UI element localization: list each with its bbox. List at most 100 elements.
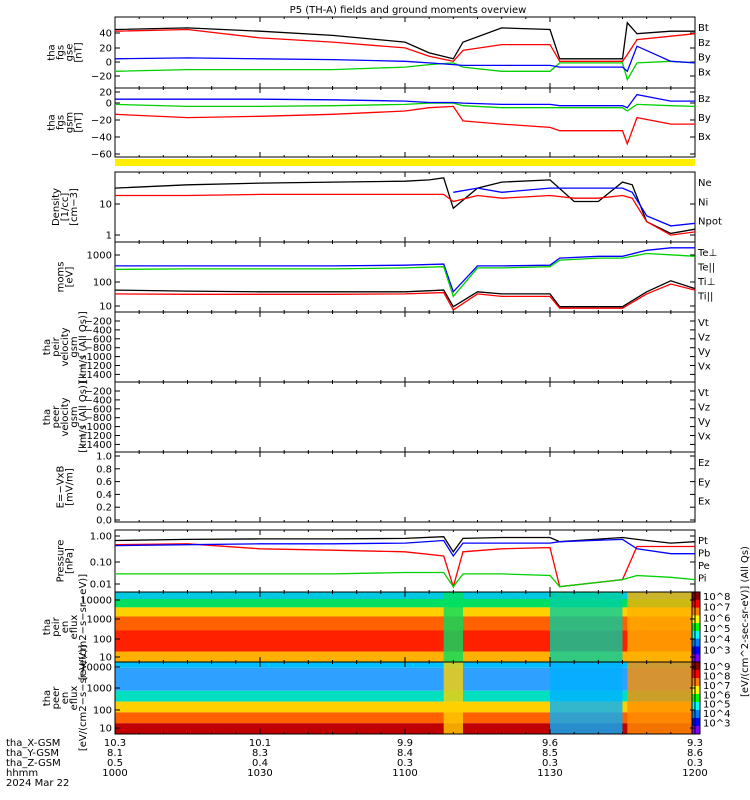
y-tick-label: 0.4	[96, 490, 112, 501]
y-tick-label: 10	[99, 302, 112, 313]
y-tick-label: 40	[99, 29, 112, 40]
y-tick-label: 1000	[87, 615, 112, 626]
colorbar-swatch	[692, 662, 700, 671]
y-axis-label: tha	[42, 339, 53, 355]
panel-frame	[114, 241, 696, 313]
x-row-value: 1000	[102, 768, 127, 779]
series-te	[114, 280, 696, 308]
y-axis-label: gsm	[69, 336, 80, 357]
x-row-label: tha_Y-GSM	[6, 748, 59, 759]
series-te	[114, 283, 696, 311]
y-tick-label: 0.2	[96, 503, 112, 514]
series-by	[114, 102, 696, 112]
y-axis-label: fgs	[56, 45, 67, 60]
y-tick-label: −60	[91, 150, 112, 161]
colorbar-frame	[691, 661, 701, 735]
legend-bz: Bz	[698, 94, 710, 105]
legend-vt: Vt	[698, 318, 709, 329]
series-ne	[115, 193, 696, 236]
legend-pt: Pt	[698, 536, 708, 547]
y-tick-label: 1000	[87, 684, 112, 695]
legend-ey: Ey	[698, 477, 710, 488]
series-bz	[114, 105, 695, 146]
y-tick-label: −600	[85, 404, 112, 415]
y-tick-label: −1400	[78, 370, 112, 381]
y-axis-label: peer	[51, 405, 62, 429]
y-axis-label: tha	[42, 619, 53, 635]
series-pe	[115, 571, 696, 588]
y-axis-label: velocity	[60, 327, 71, 366]
spec-event	[443, 592, 463, 662]
panel-moms: 1000 100 10 moms[eV] Te⊥ Te|| Ti⊥ Ti||	[56, 241, 717, 313]
legend-vt: Vt	[698, 388, 709, 399]
y-tick-label: 1.00	[90, 532, 112, 543]
colorbar-tick: 10^5	[703, 624, 730, 635]
y-tick-label: −200	[85, 387, 112, 398]
colorbar-peer_spec: 10^910^810^710^610^510^410^3	[691, 661, 730, 735]
y-tick-label: −20	[91, 116, 112, 127]
spec-band	[115, 651, 695, 662]
y-tick-label: −800	[85, 343, 112, 354]
colorbar-swatch	[692, 630, 700, 640]
date-label: 2024 Mar 22	[6, 778, 69, 789]
x-row-value: 1100	[392, 768, 417, 779]
x-row-value: 1130	[537, 768, 562, 779]
panel-frame	[114, 311, 696, 383]
x-row-value: 8.4	[397, 748, 413, 759]
series-ni	[114, 177, 696, 235]
legend-vx: Vx	[698, 362, 711, 373]
y-tick-label: −40	[91, 133, 112, 144]
y-axis-label: [eV/(cm2−s−sr−eV)]	[78, 645, 89, 751]
legend-pe: Pe	[698, 561, 710, 572]
panel-peir_vel: −200−400−600−800−1000−1200−1400 thapeirve…	[42, 311, 711, 383]
spec-event	[627, 592, 695, 662]
quality-flag-bar	[115, 159, 695, 166]
legend-vz: Vz	[698, 333, 710, 344]
y-axis-label: [km/s (All Qs)]	[78, 311, 89, 383]
y-axis-label: eflux	[69, 615, 80, 640]
y-tick-label: 0	[106, 58, 112, 69]
colorbar-swatch	[692, 726, 700, 735]
colorbar-swatch	[692, 599, 700, 609]
y-tick-label: −1200	[78, 431, 112, 442]
colorbar-swatch	[692, 592, 700, 601]
y-axis-label: [eV]	[65, 267, 76, 288]
legend-ti||: Ti||	[697, 292, 713, 303]
panel-frame	[114, 451, 696, 523]
x-row-label: tha_Z-GSM	[6, 758, 61, 769]
colorbar-tick: 10^6	[703, 613, 730, 624]
colorbar-tick: 10^4	[703, 709, 730, 720]
spec-band	[115, 701, 695, 713]
y-axis-label: eflux	[69, 686, 80, 711]
y-axis-label: gse	[65, 44, 76, 62]
legend-vy: Vy	[698, 347, 711, 358]
x-row-value: 8.5	[542, 748, 558, 759]
y-tick-label: −400	[85, 325, 112, 336]
y-tick-label: 0.8	[96, 464, 112, 475]
y-axis-label: peir	[51, 616, 62, 636]
colorbar-swatch	[692, 615, 700, 624]
y-axis-label: tha	[42, 690, 53, 706]
y-tick-label: −200	[85, 317, 112, 328]
panel-efield: 1.00.8 0.6 0.4 0.2 0.0 E=−VxB[mV/m] Ez Ey Ex	[56, 451, 710, 527]
colorbar-swatch	[692, 607, 700, 616]
spec-event	[627, 662, 695, 734]
y-axis-label: [km/s (All Qs)]	[78, 381, 89, 453]
y-tick-label: 10	[99, 200, 112, 211]
spec-band	[115, 607, 695, 617]
y-tick-label: −600	[85, 334, 112, 345]
colorbar-label: [eV/(cm^2-sec-sr-eV)] (All Qs)	[740, 546, 750, 697]
y-axis-label: [cm−3]	[69, 188, 80, 226]
legend-ex: Ex	[698, 497, 710, 508]
y-tick-label: −20	[91, 72, 112, 83]
y-tick-label: 10	[99, 724, 112, 735]
legend-ez: Ez	[698, 458, 710, 469]
x-row-value: 0.5	[107, 758, 123, 769]
series-bx	[115, 93, 695, 109]
colorbar-swatch	[692, 678, 700, 687]
panel-frame	[114, 381, 696, 453]
legend-pb: Pb	[698, 549, 710, 560]
legend-by: By	[698, 53, 711, 64]
spec-event	[550, 662, 623, 734]
